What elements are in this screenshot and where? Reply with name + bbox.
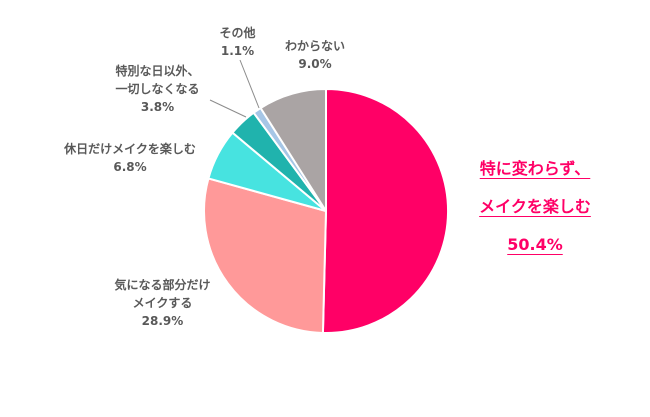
slice-label-0: 特に変わらず、 メイクを楽しむ 50.4% — [455, 150, 615, 264]
slice-5-label-line-1: わからない — [284, 39, 345, 53]
pie-slices — [203, 87, 450, 334]
slice-label-1: 気になる部分だけ メイクする 28.9% — [100, 276, 225, 330]
slice-0-label-line-2: メイクを楽しむ — [479, 197, 591, 216]
slice-0-label-line-1: 特に変わらず、 — [479, 159, 591, 178]
slice-0-value: 50.4% — [507, 235, 563, 254]
slice-label-4: その他 1.1% — [210, 24, 265, 60]
slice-4-value: 1.1% — [220, 44, 255, 58]
slice-label-5: わからない 9.0% — [270, 37, 360, 73]
slice-2-value: 6.8% — [113, 160, 147, 174]
leader-line-slice-3 — [209, 99, 247, 118]
slice-3-value: 3.8% — [140, 100, 175, 114]
slice-1-value: 28.9% — [141, 314, 184, 328]
slice-4-label-line-1: その他 — [219, 26, 256, 40]
slice-label-3: 特別な日以外、 一切しなくなる 3.8% — [100, 62, 215, 116]
slice-label-2: 休日だけメイクを楽しむ 6.8% — [50, 140, 210, 176]
slice-2-label-line-1: 休日だけメイクを楽しむ — [64, 142, 196, 156]
slice-3-label-line-2: 一切しなくなる — [115, 82, 200, 96]
slice-1-label-line-2: メイクする — [132, 296, 193, 310]
pie-slice-0 — [321, 87, 450, 334]
leader-lines — [209, 59, 260, 118]
slice-3-label-line-1: 特別な日以外、 — [115, 64, 200, 78]
leader-line-slice-4 — [239, 59, 260, 109]
pie-slice-5 — [259, 87, 327, 215]
slice-1-label-line-1: 気になる部分だけ — [114, 278, 211, 292]
pie-slice-1 — [203, 177, 328, 334]
slice-5-value: 9.0% — [298, 57, 332, 71]
